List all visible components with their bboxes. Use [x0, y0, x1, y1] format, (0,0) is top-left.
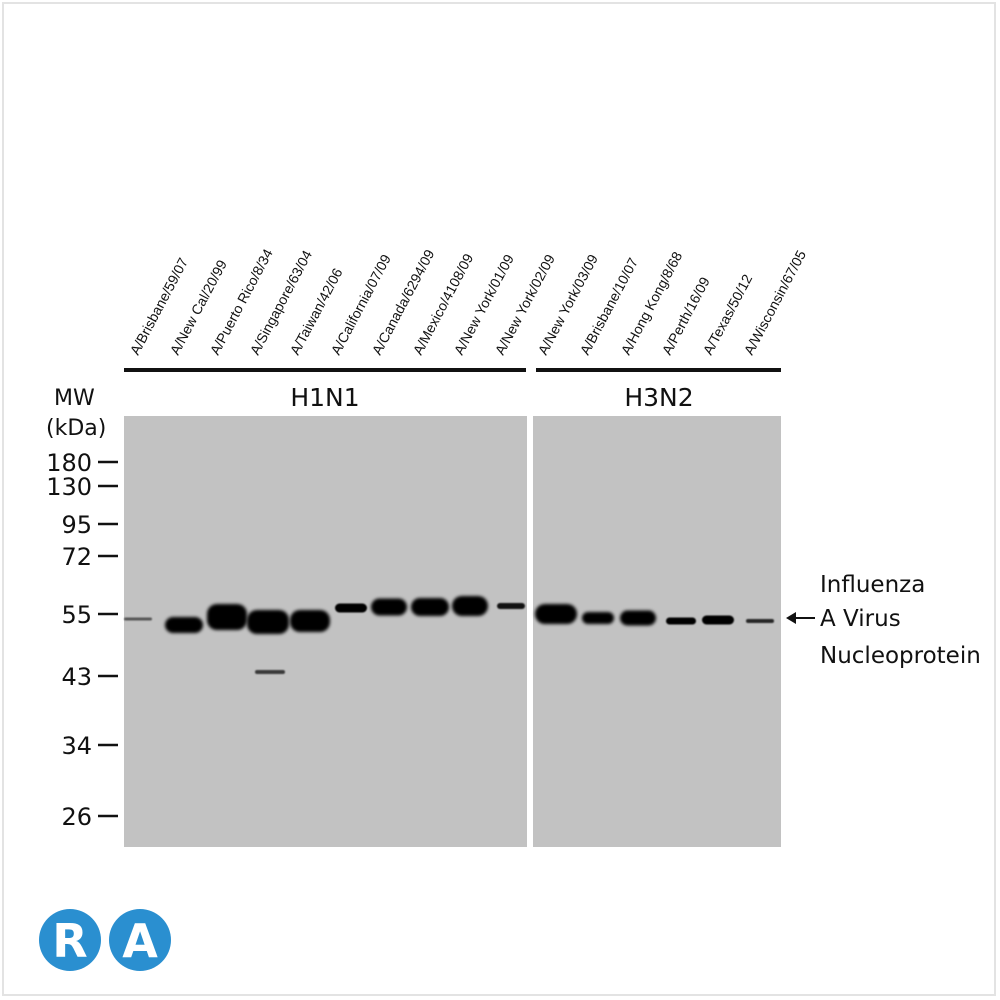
- mw-marker-label: 72: [61, 543, 92, 571]
- blot-band: [411, 598, 449, 616]
- blot-band: [335, 603, 367, 613]
- blot-band: [497, 603, 525, 609]
- mw-marker-label: 34: [61, 732, 92, 760]
- ra-logo: R A: [39, 909, 171, 971]
- h3n2-blot-panel: [533, 416, 781, 847]
- mw-marker-label: 43: [61, 663, 92, 691]
- mw-unit: (kDa): [46, 416, 106, 441]
- blot-band: [247, 610, 289, 634]
- target-arrow: [786, 612, 815, 624]
- blot-band: [666, 617, 696, 625]
- mw-marker-label: 130: [46, 473, 92, 501]
- blot-band: [452, 596, 488, 616]
- mw-marker-label: 55: [61, 601, 92, 629]
- lane-label: A/Wisconsin/67/05: [741, 247, 810, 357]
- logo-letter-a: A: [122, 914, 158, 968]
- blot-band: [582, 612, 614, 624]
- blot-band: [124, 617, 152, 621]
- blot-band: [702, 615, 734, 625]
- mw-marker-label: 26: [61, 803, 92, 831]
- blot-band: [290, 610, 330, 632]
- blot-band: [746, 619, 774, 623]
- target-label-line1: Influenza: [820, 572, 925, 598]
- blot-band: [207, 604, 247, 630]
- blot-band: [371, 598, 407, 616]
- target-label-line2: A Virus: [820, 606, 901, 632]
- blot-band: [165, 617, 203, 633]
- blot-band: [535, 604, 577, 624]
- blot-band: [620, 610, 656, 626]
- blot-band: [255, 670, 285, 674]
- mw-title: MW: [54, 386, 95, 411]
- logo-letter-r: R: [52, 914, 87, 968]
- h3n2-group-label: H3N2: [624, 383, 693, 412]
- bands: [124, 596, 774, 674]
- mw-marker-label: 95: [61, 511, 92, 539]
- lane-labels: A/Brisbane/59/07A/New Cal/20/99A/Puerto …: [127, 246, 810, 357]
- h1n1-group-label: H1N1: [290, 383, 359, 412]
- target-label-line3: Nucleoprotein: [820, 643, 981, 669]
- mw-marker-label: 180: [46, 449, 92, 477]
